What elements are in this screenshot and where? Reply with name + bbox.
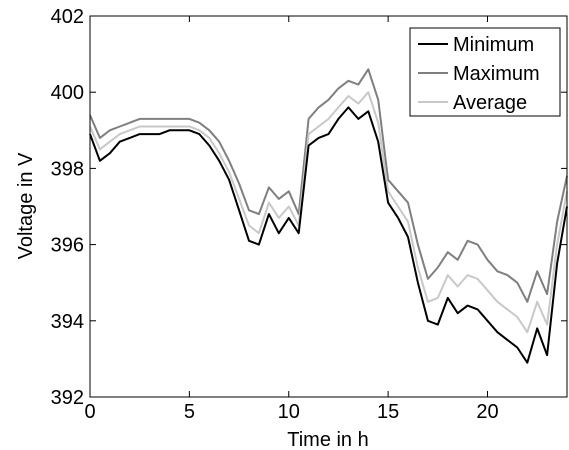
y-tick-label: 396	[51, 235, 84, 257]
x-tick-label: 5	[184, 401, 195, 423]
x-tick-label: 10	[278, 401, 300, 423]
series-line-minimum	[89, 106, 568, 364]
legend-label-average: Average	[453, 92, 527, 114]
y-tick-label: 394	[51, 311, 84, 333]
y-axis-title: Voltage in V	[15, 152, 37, 259]
y-tick-label: 400	[51, 82, 84, 104]
x-tick-label: 15	[377, 401, 399, 423]
series-line-maximum	[89, 68, 568, 303]
y-tick-label: 402	[51, 6, 84, 28]
y-tick-label: 398	[51, 158, 84, 180]
x-tick-label: 0	[84, 401, 95, 423]
ticks-layer: 0 5 10 15 20 392 394 396 398 400 402	[51, 6, 567, 423]
plot-frame	[89, 15, 568, 398]
series-line-average	[89, 91, 568, 334]
y-tick-label: 392	[51, 387, 84, 409]
legend-label-minimum: Minimum	[453, 34, 534, 56]
series-layer	[89, 68, 568, 364]
x-axis-title: Time in h	[287, 429, 369, 450]
x-tick-label: 20	[476, 401, 498, 423]
legend-label-maximum: Maximum	[453, 63, 540, 85]
legend: Minimum Maximum Average	[409, 27, 561, 117]
